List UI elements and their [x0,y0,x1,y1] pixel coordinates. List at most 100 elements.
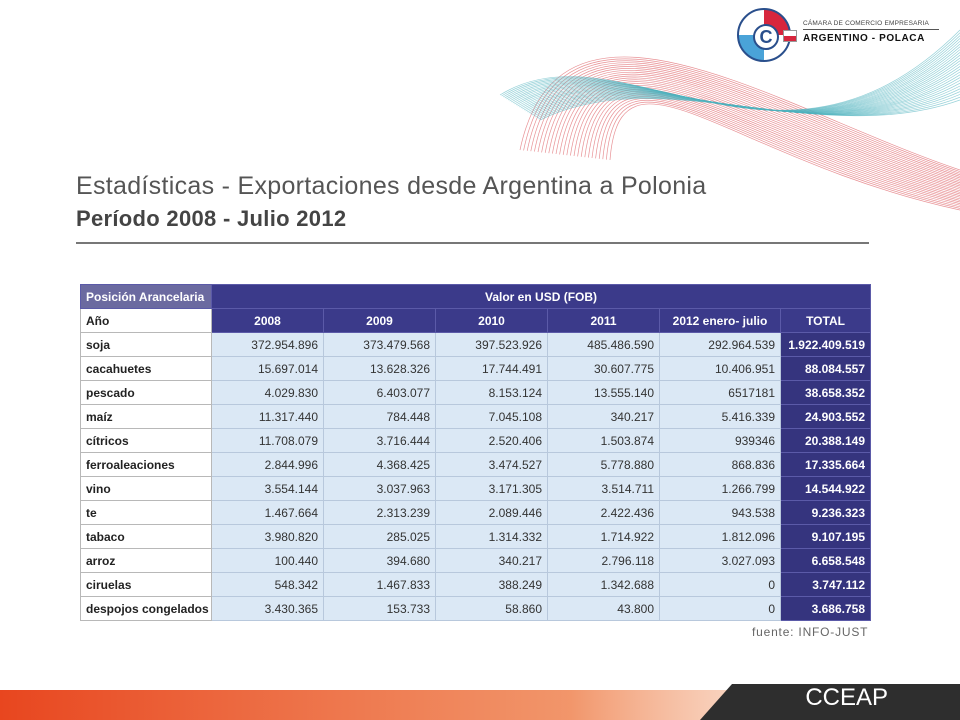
value-cell: 100.440 [211,548,324,573]
row-label: vino [80,476,212,501]
row-label: soja [80,332,212,357]
value-cell: 372.954.896 [211,332,324,357]
value-cell: 8.153.124 [435,380,548,405]
column-header: 2012 enero- julio [659,308,781,333]
wave-line [537,66,960,179]
value-cell: 1.503.874 [547,428,660,453]
footer-bar [0,684,960,720]
value-cell: 485.486.590 [547,332,660,357]
value-cell: 340.217 [435,548,548,573]
flag-icon [783,30,797,42]
value-cell: 5.416.339 [659,404,781,429]
page-title: Estadísticas - Exportaciones desde Argen… [76,172,707,200]
value-cell: 340.217 [547,404,660,429]
value-cell: 4.029.830 [211,380,324,405]
value-cell: 548.342 [211,572,324,597]
title-divider [76,242,869,244]
value-cell: 373.479.568 [323,332,436,357]
source-note: fuente: INFO-JUST [752,625,869,639]
value-cell: 2.089.446 [435,500,548,525]
wave-line [602,99,960,208]
logo-letter: C [753,24,779,50]
logo-emblem: C [737,8,791,62]
value-cell: 11.708.079 [211,428,324,453]
value-cell: 15.697.014 [211,356,324,381]
chamber-logo: C CÁMARA DE COMERCIO EMPRESARIA ARGENTIN… [737,8,947,68]
value-cell: 43.800 [547,596,660,621]
value-cell: 292.964.539 [659,332,781,357]
table-row: ferroaleaciones 2.844.996 4.368.425 3.474.5… [80,452,872,477]
wave-line [534,64,960,177]
total-cell: 20.388.149 [779,428,872,453]
value-cell: 10.406.951 [659,356,781,381]
value-cell: 13.628.326 [323,356,436,381]
value-cell: 0 [659,572,781,597]
value-cell: 784.448 [323,404,436,429]
value-cell: 17.744.491 [435,356,548,381]
value-cell: 1.314.332 [435,524,548,549]
value-cell: 4.368.425 [323,452,436,477]
value-cell: 394.680 [323,548,436,573]
total-cell: 17.335.664 [779,452,872,477]
value-cell: 2.844.996 [211,452,324,477]
row-label: ferroaleaciones [80,452,212,477]
value-cell: 3.980.820 [211,524,324,549]
table-row: soja 372.954.896 373.479.568 397.523.926 485… [80,332,872,357]
table-row: te 1.467.664 2.313.239 2.089.446 2.422.436 94… [80,500,872,525]
value-cell: 1.467.833 [323,572,436,597]
org-name-line1: CÁMARA DE COMERCIO EMPRESARIA [803,20,930,27]
table-row: vino 3.554.144 3.037.963 3.171.305 3.514.711… [80,476,872,501]
value-cell: 0 [659,596,781,621]
wave-line [609,103,960,211]
value-cell: 388.249 [435,572,548,597]
row-label: despojos congelados [80,596,212,621]
row-label: cítricos [80,428,212,453]
row-label: maíz [80,404,212,429]
wave-line [523,58,960,172]
table-row: cítricos 11.708.079 3.716.444 2.520.406 1.50… [80,428,872,453]
total-cell: 9.107.195 [779,524,872,549]
value-cell: 3.037.963 [323,476,436,501]
wave-line [588,92,960,201]
value-cell: 2.796.118 [547,548,660,573]
page-subtitle: Período 2008 - Julio 2012 [76,206,347,231]
footer-orange-stripe [0,690,760,720]
total-cell: 24.903.552 [779,404,872,429]
footer-dark-panel [700,684,960,720]
wave-line [566,81,960,192]
wave-line [584,90,960,200]
value-cell: 1.467.664 [211,500,324,525]
wave-line [595,96,960,204]
total-cell: 38.658.352 [779,380,872,405]
row-label: arroz [80,548,212,573]
value-cell: 868.836 [659,452,781,477]
value-cell: 6.403.077 [323,380,436,405]
value-cell: 1.714.922 [547,524,660,549]
total-cell: 9.236.323 [779,500,872,525]
wave-line [598,98,960,206]
total-column-header: TOTAL [779,308,872,333]
row-label: te [80,500,212,525]
wave-line [573,85,960,195]
total-cell: 14.544.922 [779,476,872,501]
value-cell: 5.778.880 [547,452,660,477]
table-header-row: Posición Arancelaria Valor en USD (FOB) [80,284,872,309]
column-header: 2010 [435,308,548,333]
column-header: 2009 [323,308,436,333]
corner-label: Posición Arancelaria [80,284,212,309]
wave-line [544,69,960,182]
column-header: 2011 [547,308,660,333]
logo-divider [803,29,939,30]
value-cell: 3.171.305 [435,476,548,501]
value-cell: 285.025 [323,524,436,549]
row-header-label: Año [80,308,212,333]
table-row: pescado 4.029.830 6.403.077 8.153.124 13.555… [80,380,872,405]
row-label: pescado [80,380,212,405]
wave-line [570,83,960,193]
value-cell: 2.422.436 [547,500,660,525]
value-cell: 3.554.144 [211,476,324,501]
total-cell: 6.658.548 [779,548,872,573]
value-group-header: Valor en USD (FOB) [210,284,872,309]
row-label: cacahuetes [80,356,212,381]
